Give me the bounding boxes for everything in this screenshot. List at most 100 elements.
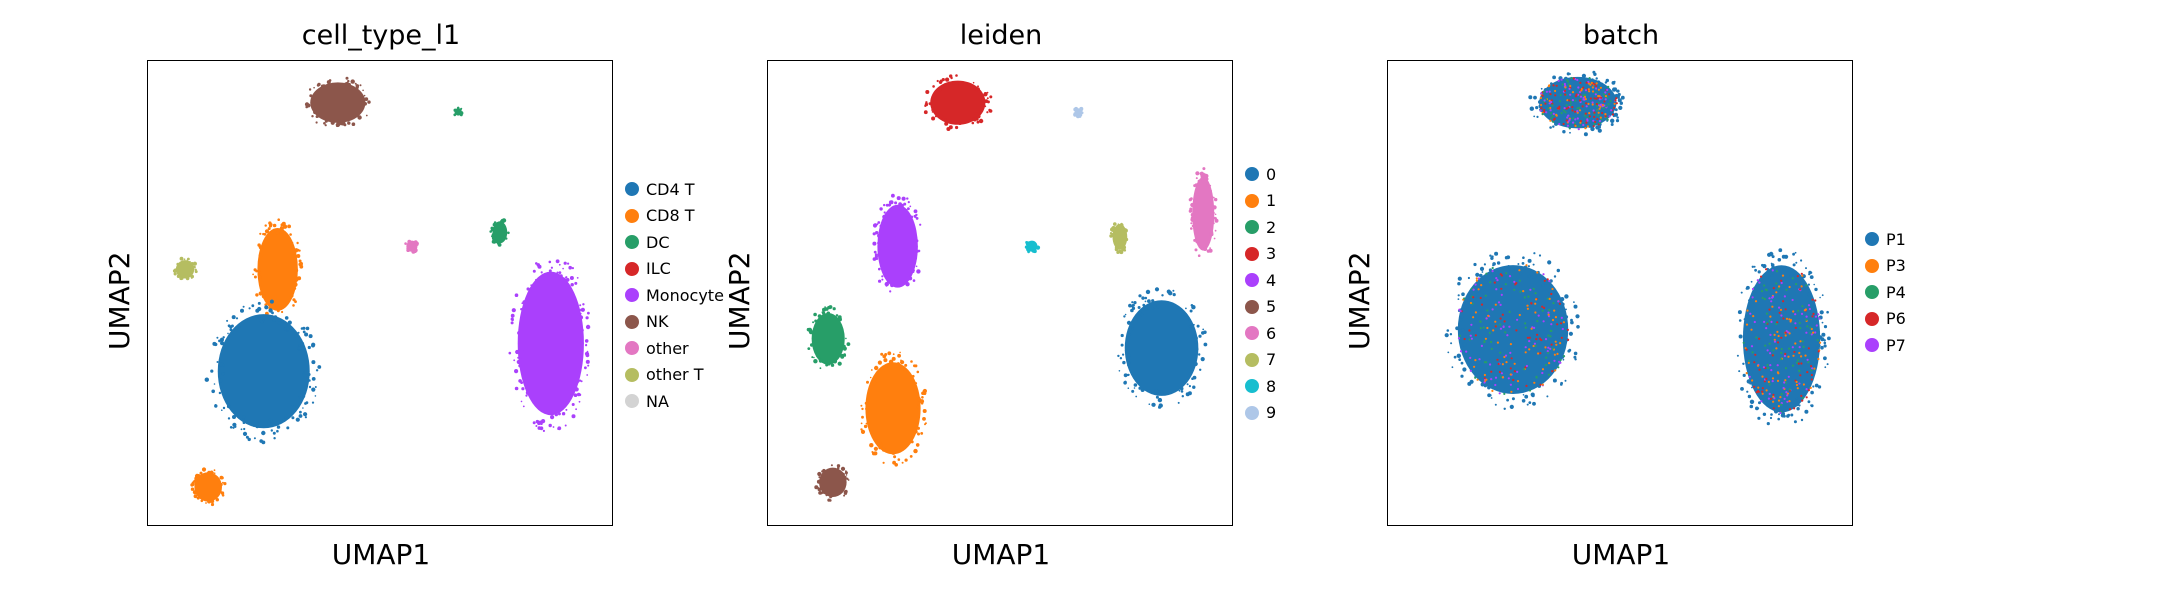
cell-point	[1803, 309, 1806, 312]
cell-point	[882, 461, 885, 464]
cell-point	[226, 404, 231, 409]
cell-point	[863, 424, 868, 429]
cell-point	[1524, 322, 1527, 325]
cell-point	[315, 369, 319, 372]
cell-point	[267, 420, 271, 425]
cell-point	[1494, 251, 1499, 256]
cell-point	[1574, 358, 1577, 361]
cell-point	[1461, 292, 1465, 296]
cell-point	[1592, 109, 1595, 112]
cell-point	[1494, 325, 1497, 328]
cell-point	[192, 265, 194, 267]
cell-point	[1561, 327, 1564, 331]
cell-point	[1534, 311, 1537, 314]
cell-point	[1564, 86, 1567, 89]
cell-point	[1804, 409, 1809, 414]
cell-point	[903, 202, 907, 206]
cell-point	[1548, 84, 1551, 87]
cell-point	[363, 101, 366, 105]
cell-point	[1799, 288, 1802, 291]
cell-point	[817, 472, 820, 475]
cell-point	[1785, 266, 1787, 269]
cell-point	[813, 356, 815, 359]
cell-point	[1539, 352, 1542, 355]
cell-point	[259, 292, 262, 295]
cell-point	[1609, 100, 1612, 103]
cell-point	[1596, 104, 1599, 107]
cell-point	[1535, 376, 1538, 379]
cell-point	[976, 120, 980, 124]
legend-item: 5	[1245, 294, 1276, 320]
cell-point	[1190, 212, 1195, 217]
cell-point	[514, 293, 519, 297]
cell-point	[1531, 394, 1535, 398]
cell-point	[1517, 263, 1520, 265]
cell-point	[1127, 387, 1130, 390]
cell-point	[1590, 126, 1595, 132]
cell-point	[1199, 368, 1202, 371]
cell-point	[1562, 122, 1565, 126]
cell-point	[1598, 98, 1601, 101]
cell-point	[570, 299, 574, 304]
cell-point	[1193, 238, 1197, 242]
cell-point	[912, 279, 916, 282]
cell-point	[261, 430, 266, 436]
cell-point	[313, 110, 317, 115]
cell-point	[1549, 93, 1552, 96]
cell-point	[1557, 366, 1560, 369]
cell-point	[573, 393, 578, 398]
cell-point	[1552, 125, 1555, 128]
plot-area	[147, 60, 613, 526]
cell-point	[518, 339, 520, 341]
cell-point	[537, 426, 542, 430]
cell-point	[565, 408, 568, 411]
cell-point	[909, 455, 913, 458]
cluster-3	[923, 74, 993, 131]
cell-point	[1807, 400, 1811, 404]
cell-point	[1815, 324, 1818, 327]
cell-point	[1123, 315, 1126, 318]
cell-point	[347, 79, 350, 83]
cell-point	[1555, 343, 1558, 346]
cell-point	[1770, 263, 1775, 267]
cell-point	[1555, 84, 1558, 87]
cell-point	[1194, 248, 1198, 252]
cell-point	[1544, 363, 1548, 367]
cell-point	[877, 234, 881, 237]
cell-point	[896, 366, 900, 370]
cell-point	[1769, 364, 1772, 367]
cell-point	[1524, 394, 1529, 399]
cell-point	[1751, 386, 1753, 389]
cell-point	[1753, 288, 1758, 293]
cluster-8	[1024, 240, 1041, 254]
cell-point	[976, 118, 979, 121]
cell-point	[826, 311, 831, 316]
cell-point	[981, 96, 984, 100]
cell-point	[1135, 395, 1138, 398]
cell-point	[1527, 295, 1530, 298]
cell-point	[910, 360, 913, 363]
cluster-body	[257, 227, 298, 311]
cell-point	[302, 394, 306, 398]
cell-point	[1778, 311, 1781, 314]
cell-point	[1119, 223, 1124, 228]
cell-point	[557, 427, 560, 430]
cell-point	[989, 95, 993, 99]
cell-point	[841, 338, 845, 342]
cell-point	[317, 82, 321, 87]
cell-point	[1119, 251, 1122, 253]
cell-point	[1765, 289, 1768, 292]
cell-point	[1748, 370, 1753, 375]
legend-item: 7	[1245, 347, 1276, 373]
cell-point	[1814, 383, 1819, 388]
cell-point	[1472, 316, 1475, 319]
cell-point	[365, 114, 368, 117]
cell-point	[213, 469, 216, 472]
cluster-cd8-t	[252, 218, 304, 321]
cluster-body	[517, 271, 584, 416]
cell-point	[1588, 77, 1591, 80]
cell-point	[1761, 296, 1764, 300]
cell-point	[914, 245, 918, 249]
cell-point	[1542, 273, 1545, 276]
cell-point	[1791, 277, 1794, 280]
